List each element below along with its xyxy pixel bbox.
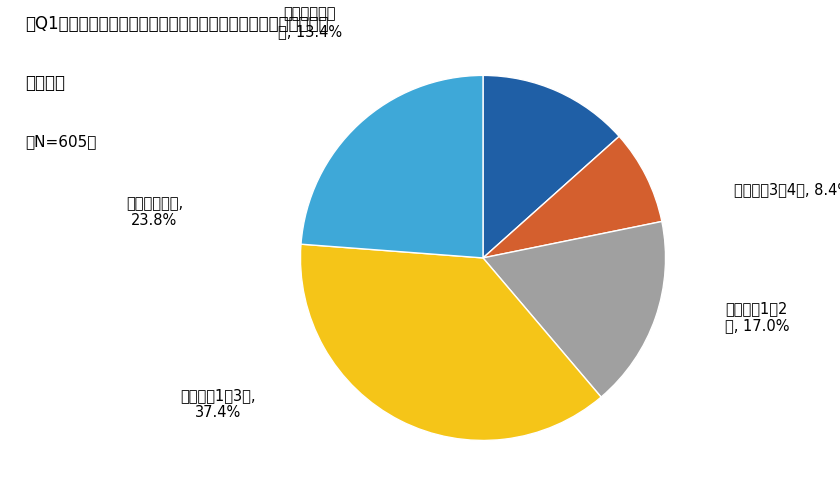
- Text: （オ）その他,
23.8%: （オ）その他, 23.8%: [126, 196, 183, 229]
- Wedge shape: [301, 244, 601, 440]
- Text: （イ）週3〜4回, 8.4%: （イ）週3〜4回, 8.4%: [734, 182, 840, 197]
- Wedge shape: [483, 222, 665, 397]
- Text: （ウ）週1〜2
回, 17.0%: （ウ）週1〜2 回, 17.0%: [725, 301, 790, 333]
- Text: 下さい。: 下さい。: [25, 74, 66, 92]
- Text: （エ）月1〜3回,
37.4%: （エ）月1〜3回, 37.4%: [181, 388, 256, 420]
- Text: （N=605）: （N=605）: [25, 134, 97, 149]
- Text: （ア）ほぼ毎
日, 13.4%: （ア）ほぼ毎 日, 13.4%: [277, 6, 342, 39]
- Wedge shape: [483, 136, 662, 258]
- Text: 【Q1】アルコールを伴う食事（以下、食事）に行く頻度を教えて: 【Q1】アルコールを伴う食事（以下、食事）に行く頻度を教えて: [25, 15, 328, 33]
- Wedge shape: [483, 75, 619, 258]
- Wedge shape: [301, 75, 483, 258]
